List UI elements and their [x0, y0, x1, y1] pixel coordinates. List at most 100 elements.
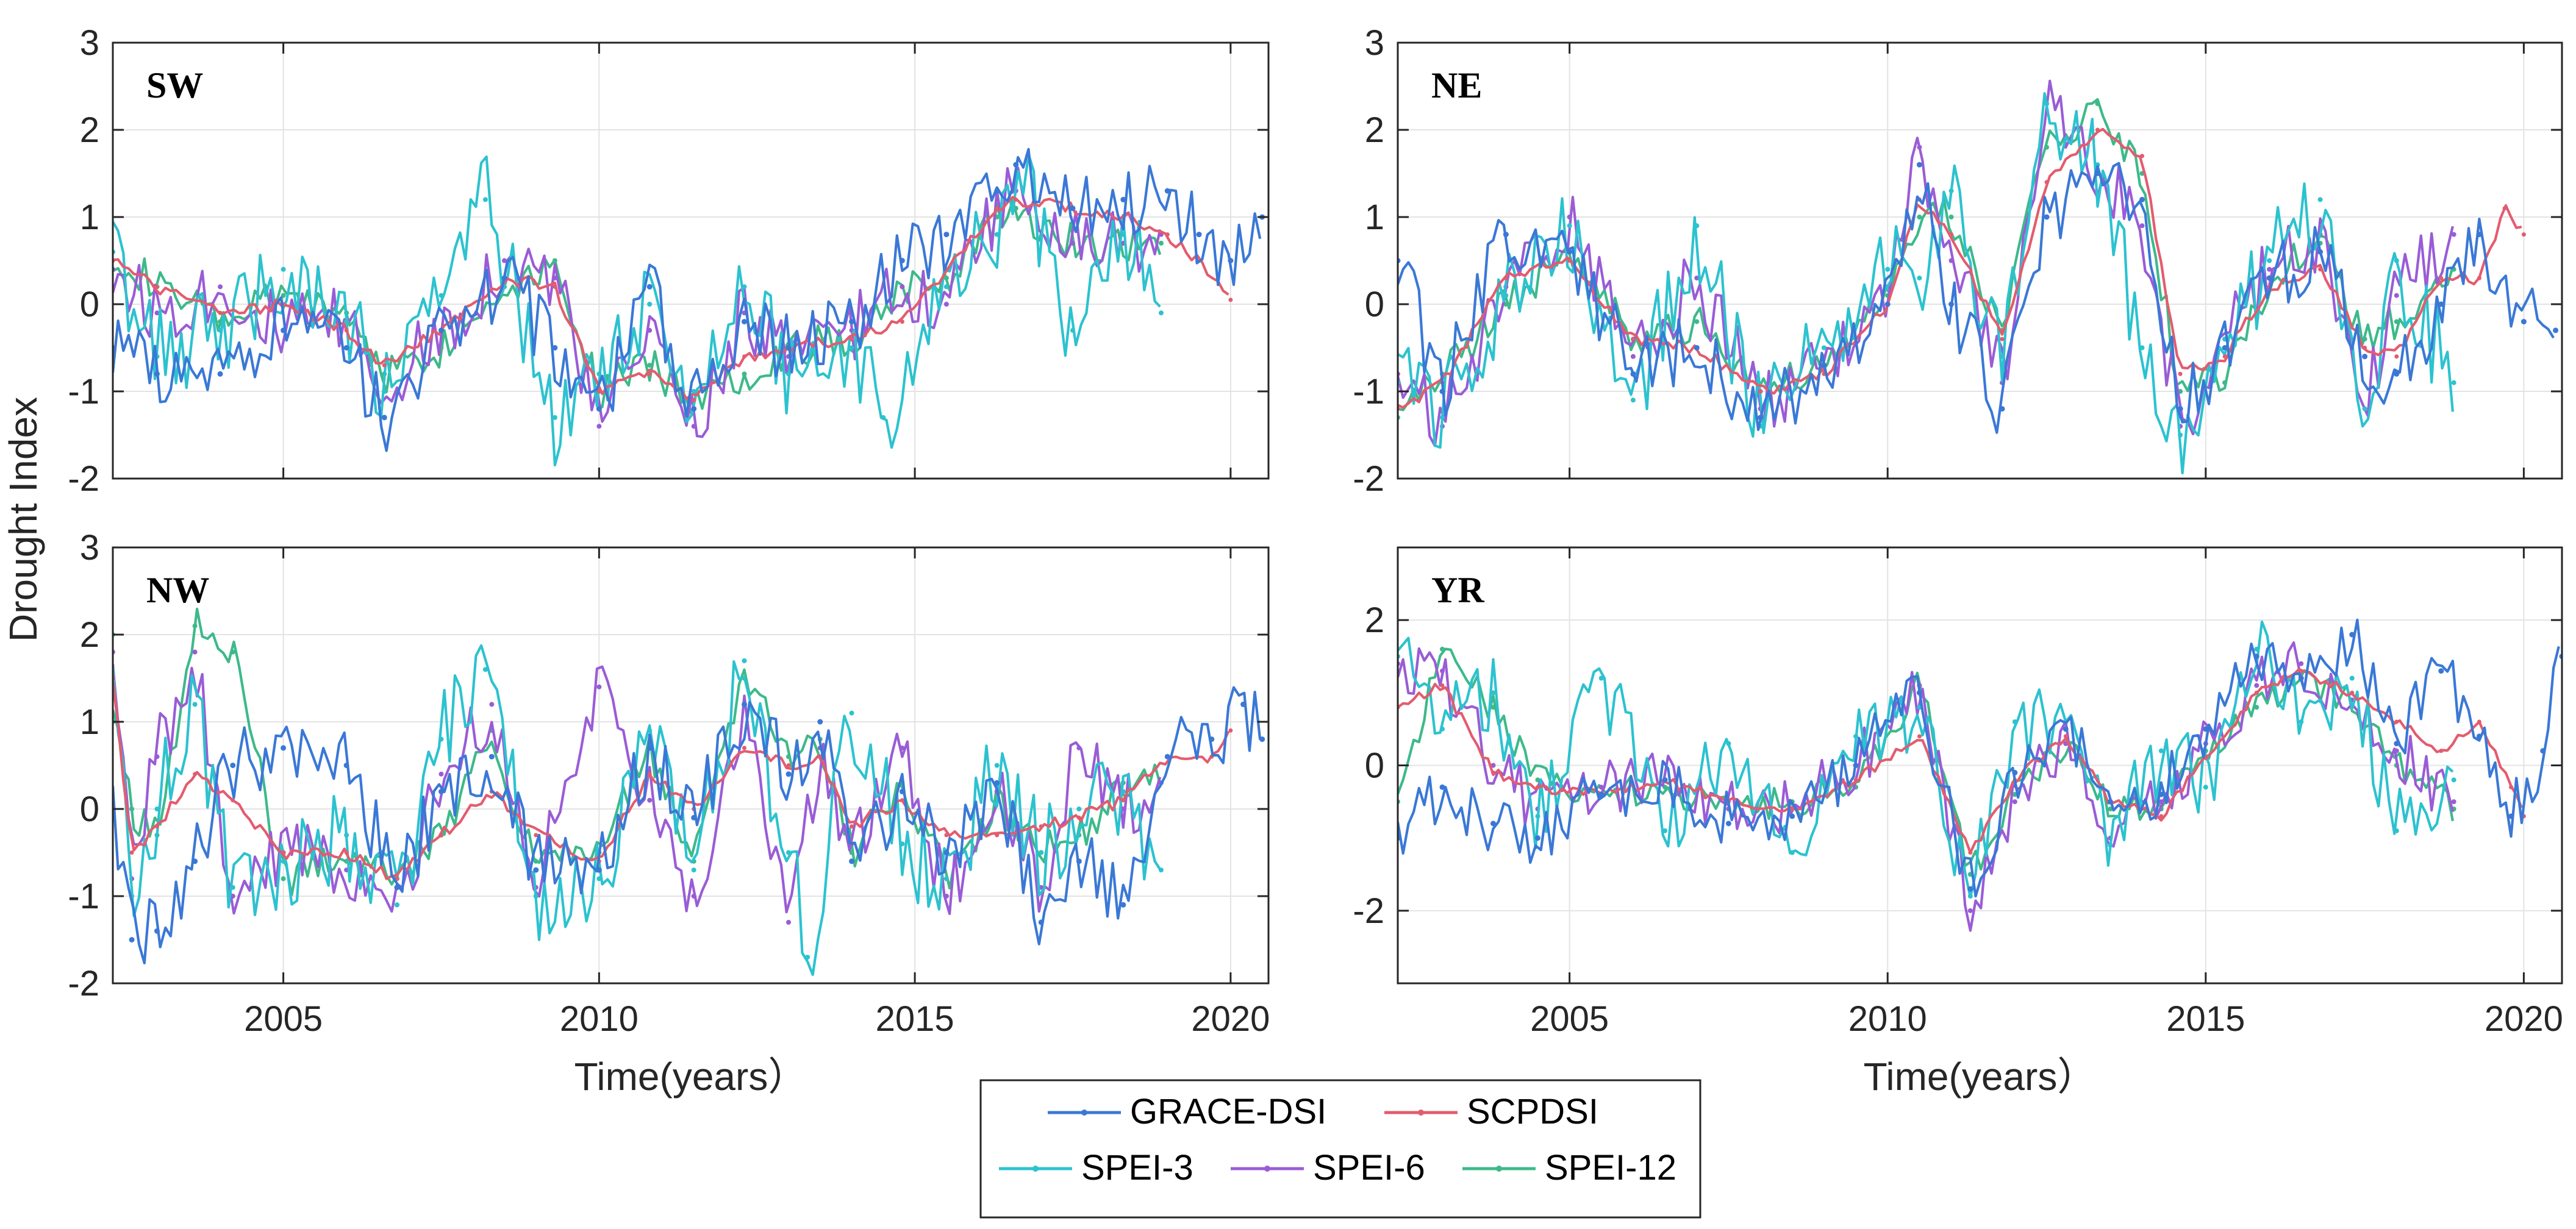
data-point-spei-3	[230, 885, 235, 890]
data-point-grace-dsi	[1120, 196, 1126, 202]
data-point-scpdsi	[2394, 354, 2399, 359]
data-point-spei-6	[943, 302, 949, 307]
data-point-spei-3	[2394, 258, 2399, 263]
legend-marker	[1418, 1110, 1424, 1116]
series-line-spei-3	[113, 152, 1161, 467]
y-axis-shared-label: Drought Index	[1, 397, 45, 642]
data-point-spei-12	[533, 858, 538, 864]
data-point-spei-12	[849, 850, 854, 855]
data-point-spei-12	[129, 807, 135, 811]
data-point-spei-3	[192, 702, 198, 707]
data-point-grace-dsi	[154, 928, 160, 934]
legend-marker	[1032, 1166, 1039, 1172]
series-line-grace-dsi	[113, 148, 1262, 452]
data-point-grace-dsi	[1490, 821, 1496, 827]
data-point-spei-12	[1535, 777, 1540, 783]
y-tick-label: -2	[68, 459, 99, 499]
data-point-spei-3	[647, 302, 653, 307]
data-point-grace-dsi	[2094, 171, 2100, 176]
legend-marker	[1081, 1110, 1087, 1116]
data-point-grace-dsi	[899, 258, 905, 263]
data-point-grace-dsi	[2362, 354, 2368, 360]
data-point-spei-6	[900, 745, 905, 750]
data-point-spei-12	[2222, 380, 2228, 385]
data-point-spei-6	[786, 919, 792, 925]
data-point-spei-3	[647, 728, 653, 733]
data-point-spei-3	[1821, 345, 1826, 351]
panel-yr: 2 0 -2 2005 2010 2015 2020 Time(years） YR	[1353, 546, 2563, 1099]
data-point-spei-6	[1440, 668, 1445, 674]
data-point-scpdsi	[1076, 815, 1081, 820]
data-point-spei-6	[1076, 745, 1082, 750]
data-point-grace-dsi	[2139, 196, 2145, 202]
legend-marker	[1496, 1166, 1502, 1172]
data-point-spei-3	[596, 876, 602, 882]
data-point-grace-dsi	[2203, 726, 2209, 732]
data-point-grace-dsi	[2508, 813, 2514, 819]
data-point-spei-12	[742, 371, 747, 377]
y-tick-label: -2	[1353, 459, 1384, 499]
data-point-scpdsi	[2363, 346, 2367, 350]
series-group	[113, 148, 1265, 467]
data-point-spei-6	[502, 258, 507, 263]
axes-box	[1397, 41, 2563, 480]
data-point-grace-dsi	[2540, 748, 2546, 754]
data-point-grace-dsi	[1948, 301, 1955, 307]
data-point-grace-dsi	[1070, 205, 1076, 212]
data-point-spei-12	[943, 276, 949, 281]
data-point-grace-dsi	[742, 319, 748, 325]
data-point-grace-dsi	[1076, 858, 1082, 864]
data-point-grace-dsi	[1259, 736, 1265, 743]
data-point-grace-dsi	[129, 937, 135, 942]
data-point-grace-dsi	[691, 406, 697, 412]
data-point-scpdsi	[2063, 734, 2068, 739]
data-point-grace-dsi	[154, 371, 160, 377]
data-point-spei-12	[1948, 215, 1954, 219]
x-tick-label: 2020	[2485, 999, 2563, 1039]
y-tick-label: 2	[1365, 110, 1384, 150]
data-point-spei-12	[1440, 646, 1445, 652]
data-point-grace-dsi	[1853, 763, 1859, 768]
data-point-spei-3	[482, 197, 488, 202]
data-point-scpdsi	[553, 284, 557, 289]
data-point-spei-12	[230, 649, 235, 655]
data-point-scpdsi	[2439, 749, 2444, 753]
data-point-grace-dsi	[817, 719, 823, 725]
data-point-spei-3	[438, 293, 444, 298]
data-point-spei-3	[344, 319, 349, 324]
data-point-grace-dsi	[552, 345, 558, 351]
data-point-grace-dsi	[394, 885, 400, 891]
data-point-scpdsi	[1631, 337, 1636, 341]
y-tick-label: 3	[1365, 23, 1384, 63]
data-point-scpdsi	[1440, 683, 1445, 688]
data-point-spei-3	[154, 807, 160, 811]
data-point-grace-dsi	[1164, 188, 1170, 194]
data-point-spei-12	[281, 876, 286, 882]
data-point-grace-dsi	[994, 780, 1000, 786]
data-point-grace-dsi	[2553, 327, 2559, 333]
data-point-grace-dsi	[646, 283, 653, 290]
data-point-grace-dsi	[596, 406, 602, 412]
data-point-spei-3	[1158, 310, 1164, 316]
data-point-spei-6	[1070, 240, 1075, 246]
data-point-spei-6	[1917, 144, 1922, 150]
data-point-spei-6	[2451, 232, 2456, 237]
data-point-scpdsi	[900, 798, 904, 803]
x-tick-label: 2015	[876, 999, 954, 1039]
data-point-scpdsi	[154, 824, 159, 829]
data-point-grace-dsi	[1598, 791, 1605, 797]
y-tick-label: 2	[80, 615, 99, 655]
data-point-spei-3	[943, 284, 949, 290]
data-point-spei-3	[1662, 828, 1668, 833]
data-point-spei-6	[2394, 293, 2399, 298]
data-point-spei-3	[691, 389, 696, 394]
series-line-scpdsi	[1398, 668, 2523, 855]
data-point-grace-dsi	[849, 858, 855, 864]
data-point-spei-3	[1967, 894, 1973, 899]
data-point-spei-3	[1853, 733, 1859, 739]
data-point-spei-6	[154, 310, 160, 316]
data-point-spei-3	[1158, 867, 1164, 873]
data-point-spei-3	[1120, 232, 1126, 237]
legend-label-spei-6: SPEI-6	[1313, 1148, 1425, 1188]
data-point-spei-6	[2254, 683, 2259, 688]
